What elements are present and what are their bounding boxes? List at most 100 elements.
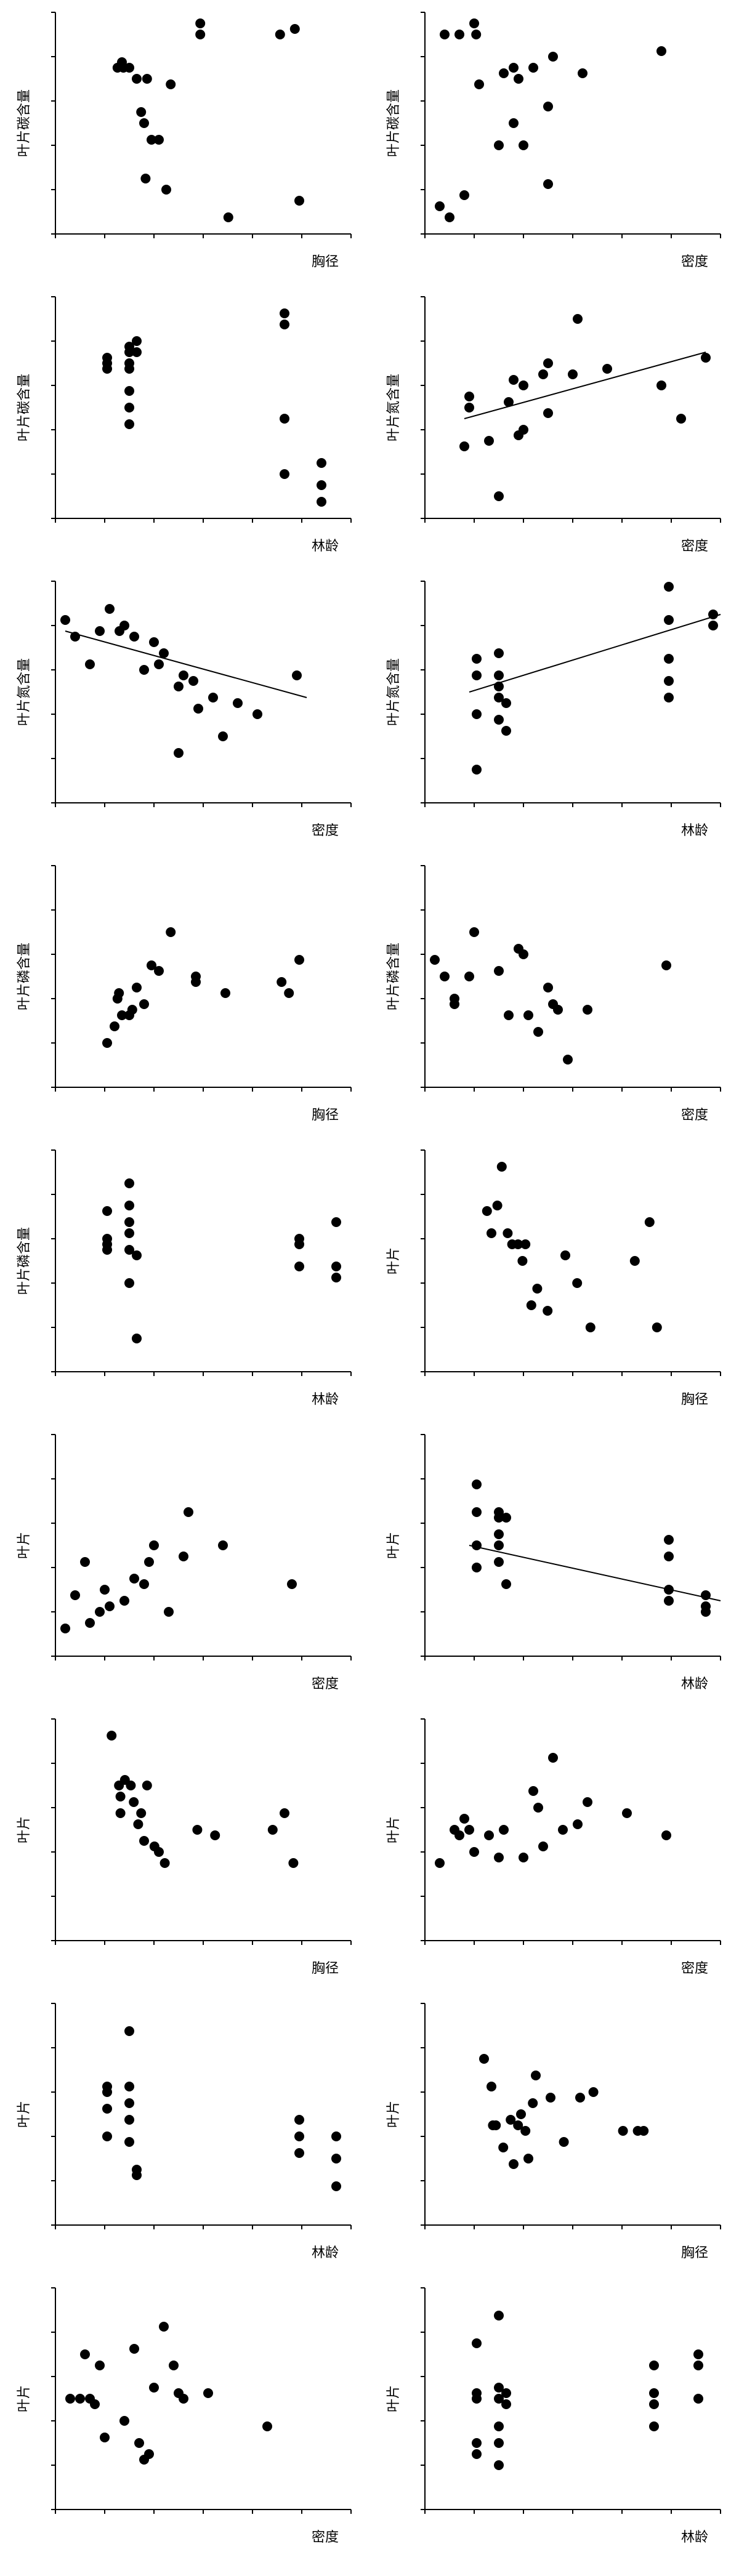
data-point — [277, 977, 287, 987]
data-point — [504, 397, 514, 407]
data-point — [90, 2399, 100, 2409]
data-point — [132, 1334, 142, 1343]
x-axis-label: 密度 — [312, 1676, 339, 1692]
data-point — [289, 24, 300, 34]
data-point — [95, 1607, 105, 1617]
data-point — [543, 102, 553, 111]
data-point — [494, 2311, 504, 2320]
data-point — [509, 2159, 519, 2169]
data-point — [652, 1322, 662, 1332]
data-point — [469, 1847, 479, 1857]
data-point — [543, 408, 553, 418]
data-point — [124, 1201, 134, 1210]
data-point — [233, 698, 243, 708]
data-point — [498, 2143, 509, 2152]
data-point — [140, 174, 151, 183]
data-point — [494, 670, 504, 680]
data-point — [440, 30, 450, 39]
data-point — [102, 364, 112, 374]
data-point — [159, 2322, 169, 2332]
data-point — [154, 659, 164, 669]
data-point — [664, 1552, 674, 1561]
data-point — [533, 1803, 543, 1813]
data-point — [161, 185, 171, 195]
data-point — [80, 1557, 90, 1567]
data-point — [558, 1825, 568, 1835]
data-point — [132, 336, 142, 346]
data-point — [454, 30, 464, 39]
trend-line — [65, 630, 307, 698]
data-point — [124, 386, 134, 396]
data-point — [275, 30, 285, 39]
data-point — [132, 2170, 142, 2180]
data-point — [294, 196, 304, 206]
data-point — [119, 2416, 129, 2426]
data-point — [517, 1256, 528, 1266]
data-point — [649, 2399, 659, 2409]
data-point — [494, 2438, 504, 2448]
x-axis-label: 密度 — [312, 2530, 339, 2545]
data-point — [656, 380, 666, 390]
data-point — [124, 2137, 134, 2147]
data-point — [494, 1557, 504, 1567]
data-point — [218, 731, 228, 741]
data-point — [487, 1228, 496, 1238]
data-point — [174, 682, 184, 691]
data-point — [154, 1847, 164, 1857]
data-point — [115, 1792, 126, 1801]
data-point — [664, 1596, 674, 1606]
data-point — [65, 2394, 75, 2404]
data-point — [126, 1781, 136, 1790]
data-point — [124, 364, 134, 374]
data-point — [445, 212, 454, 222]
x-axis-label: 胸径 — [312, 1961, 339, 1976]
data-point — [317, 497, 326, 507]
data-point — [280, 320, 289, 329]
data-point — [132, 74, 142, 84]
data-point — [331, 2131, 341, 2141]
data-point — [210, 1830, 220, 1840]
data-point — [95, 626, 105, 636]
y-axis-label: 叶片 — [17, 2101, 32, 2128]
data-point — [179, 670, 188, 680]
y-axis-label: 叶片碳含量 — [17, 374, 32, 441]
data-point — [132, 1250, 142, 1260]
data-point — [664, 1535, 674, 1545]
x-axis-label: 胸径 — [681, 1392, 708, 1407]
data-point — [124, 1245, 134, 1255]
y-axis-label: 叶片 — [386, 1816, 402, 1843]
data-point — [139, 1579, 149, 1589]
x-axis-label: 密度 — [681, 1961, 708, 1976]
data-point — [331, 2181, 341, 2191]
y-axis-label: 叶片磷含量 — [386, 943, 402, 1010]
data-point — [124, 2026, 134, 2036]
data-point — [119, 621, 129, 630]
data-point — [504, 1010, 514, 1020]
data-point — [280, 469, 289, 479]
data-point — [472, 1540, 482, 1550]
data-point — [471, 30, 482, 39]
data-point — [280, 1808, 289, 1818]
data-point — [513, 2120, 523, 2130]
data-point — [262, 2421, 272, 2431]
data-point — [132, 347, 142, 357]
data-point — [494, 1529, 504, 1539]
data-point — [294, 2148, 304, 2158]
data-point — [144, 2449, 154, 2459]
data-point — [142, 1781, 152, 1790]
data-point — [602, 364, 612, 374]
data-point — [664, 693, 674, 702]
data-point — [538, 1841, 548, 1851]
data-point — [523, 1010, 533, 1020]
data-point — [543, 358, 553, 368]
data-point — [136, 1808, 147, 1818]
data-point — [129, 2344, 139, 2354]
data-point — [191, 972, 201, 981]
data-point — [119, 1596, 129, 1606]
